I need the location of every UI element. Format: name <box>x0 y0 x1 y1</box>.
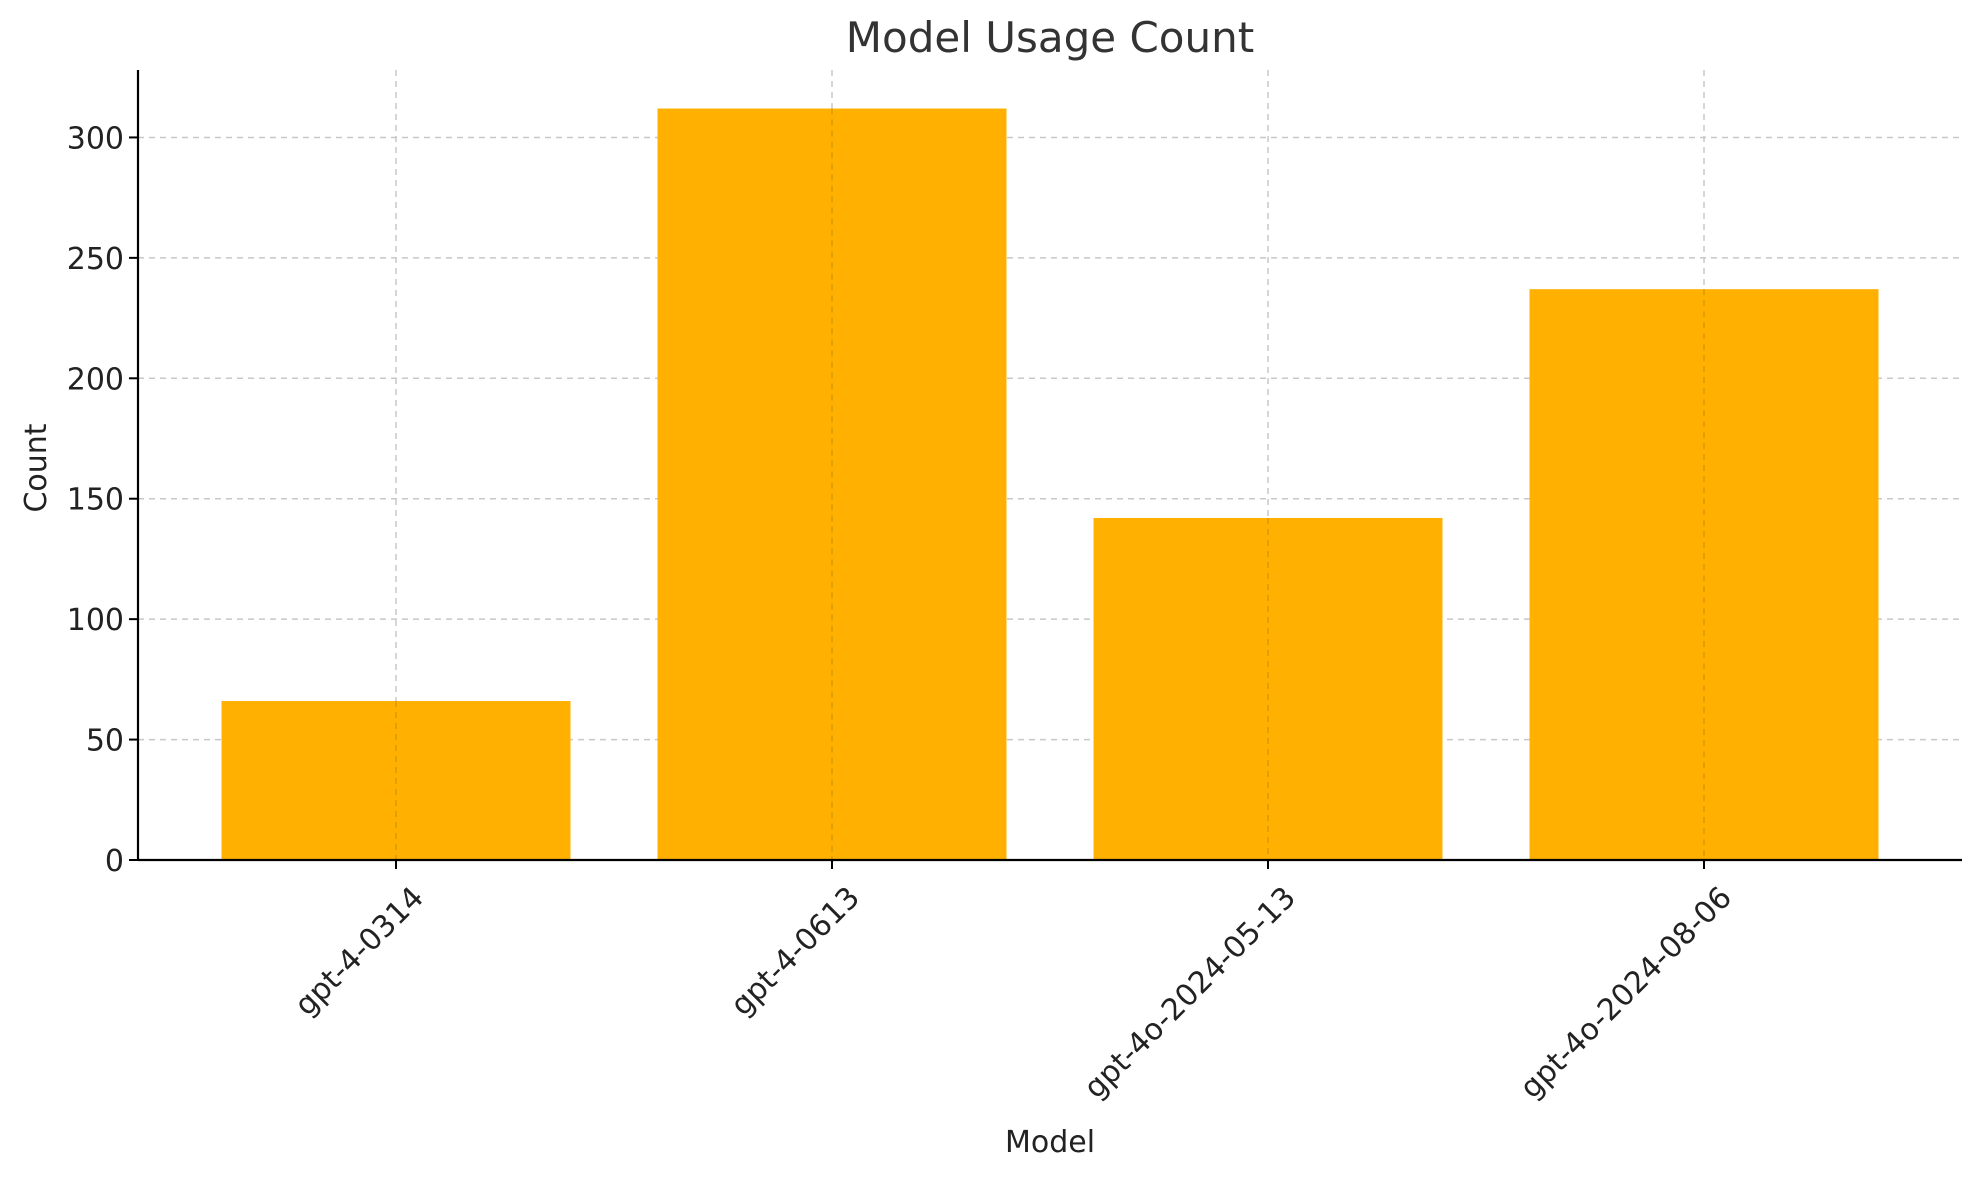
y-tick-label: 200 <box>67 362 124 397</box>
y-axis-label: Count <box>19 423 54 512</box>
x-tick-label: gpt-4o-2024-08-06 <box>1513 880 1738 1105</box>
x-axis-label: Model <box>1005 1125 1095 1160</box>
x-tick-label: gpt-4-0314 <box>288 880 431 1023</box>
y-tick-label: 0 <box>105 844 124 879</box>
y-tick-label: 150 <box>67 483 124 518</box>
x-tick-label: gpt-4o-2024-05-13 <box>1077 880 1302 1105</box>
bars-layer <box>221 108 1879 861</box>
y-tick-label: 250 <box>67 242 124 277</box>
x-tick-label: gpt-4-0613 <box>724 880 867 1023</box>
y-tick-label: 50 <box>86 724 124 759</box>
chart-title: Model Usage Count <box>846 13 1254 62</box>
axes-layer <box>136 70 1962 862</box>
y-tick-label: 300 <box>67 121 124 156</box>
y-tick-label: 100 <box>67 603 124 638</box>
